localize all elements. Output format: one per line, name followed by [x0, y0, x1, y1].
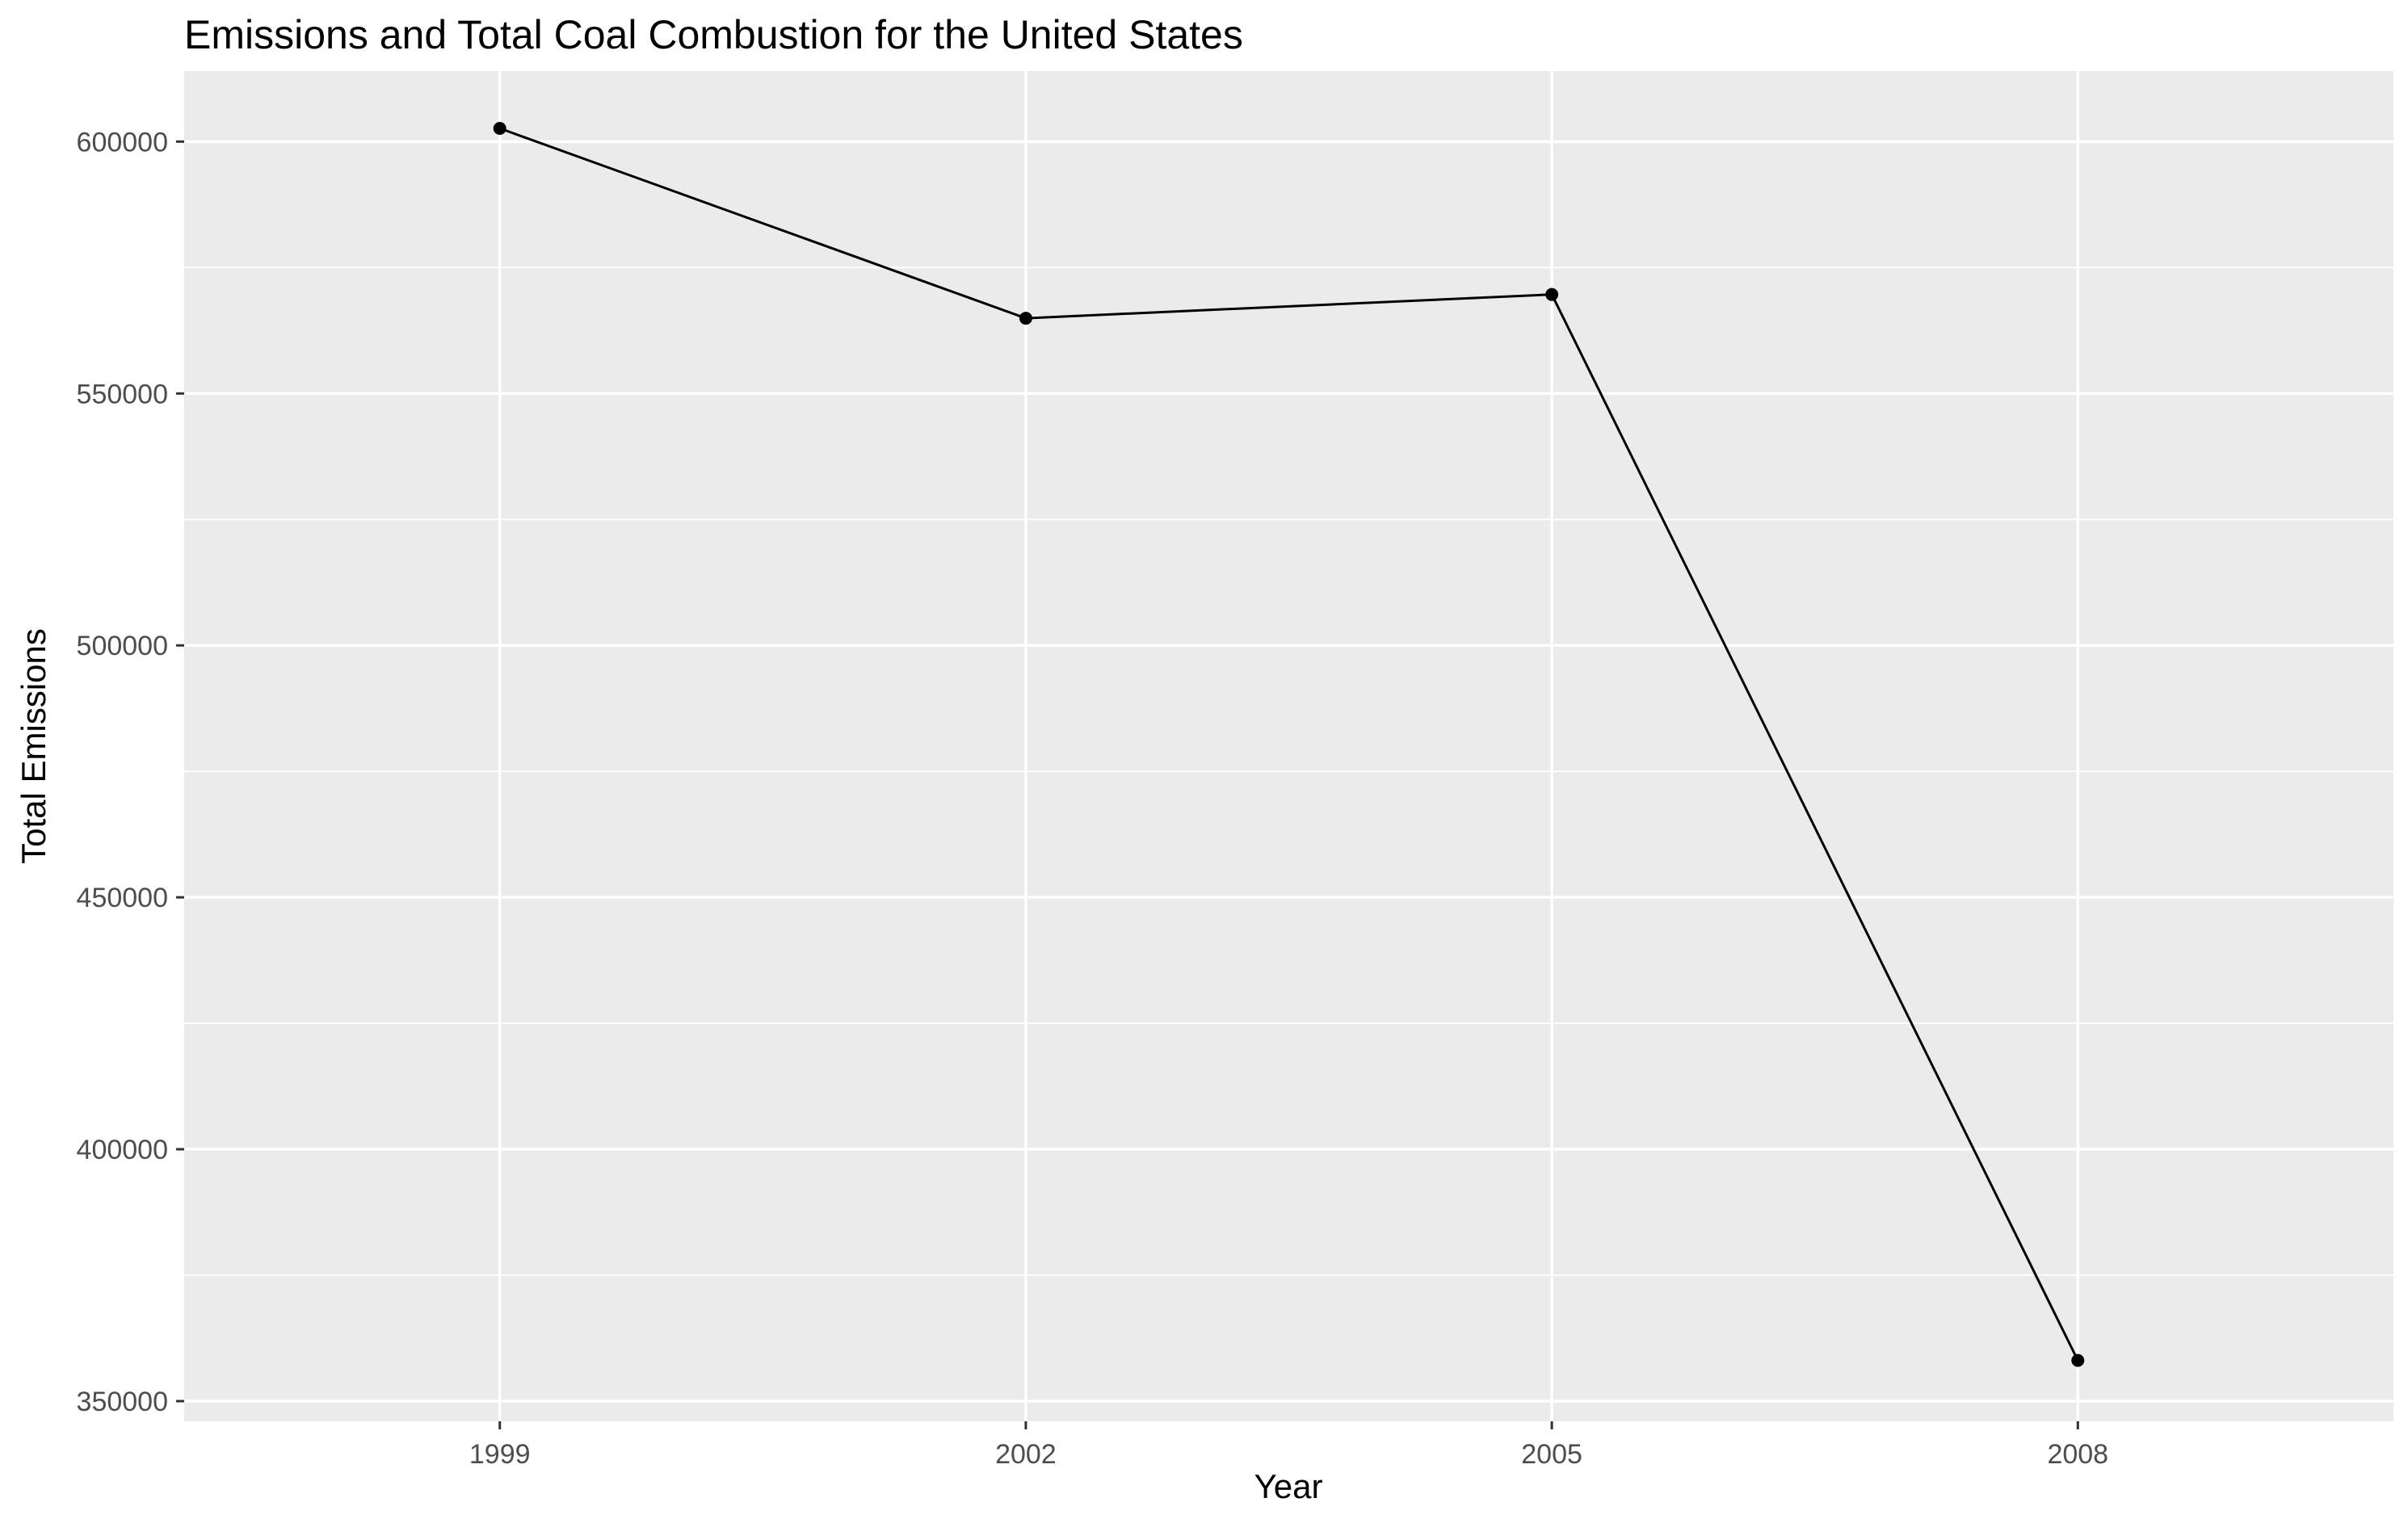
plot-panel: [184, 71, 2393, 1421]
y-tick-label: 350000: [77, 1387, 168, 1417]
y-tick-label: 400000: [77, 1135, 168, 1165]
x-tick-label: 2008: [2047, 1439, 2108, 1470]
x-tick-label: 2005: [1521, 1439, 1582, 1470]
minor-gridlines: [184, 266, 2393, 1276]
x-axis-title: Year: [1254, 1467, 1323, 1505]
chart-title: Emissions and Total Coal Combustion for …: [184, 12, 1243, 57]
data-series: [493, 121, 2085, 1367]
data-point: [2071, 1353, 2085, 1367]
data-point: [1545, 287, 1559, 301]
y-axis-title: Total Emissions: [15, 628, 53, 864]
y-tick-label: 600000: [77, 127, 168, 157]
x-tick-label: 1999: [469, 1439, 531, 1470]
x-axis: 1999 2002 2005 2008: [469, 1421, 2108, 1470]
major-gridlines: [184, 71, 2393, 1421]
y-tick-label: 450000: [77, 883, 168, 913]
y-tick-label: 550000: [77, 379, 168, 409]
y-axis: 350000 400000 450000 500000 550000 600000: [77, 127, 184, 1417]
series-line: [499, 127, 2079, 1362]
data-point: [1019, 312, 1032, 325]
x-tick-label: 2002: [995, 1439, 1057, 1470]
y-tick-label: 500000: [77, 631, 168, 661]
data-point: [493, 121, 506, 135]
